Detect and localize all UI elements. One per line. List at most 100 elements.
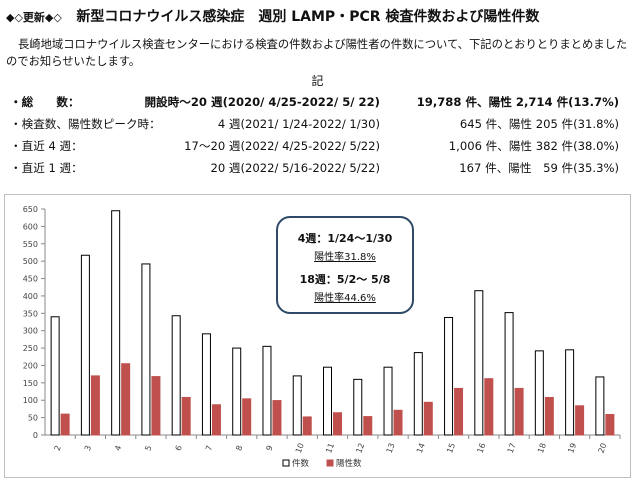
bar-tests <box>50 316 60 436</box>
page-title: 新型コロナウイルス感染症 週別 LAMP・PCR 検査件数および陽性件数 <box>76 9 540 25</box>
bar-positive <box>60 413 70 436</box>
bar-tests <box>504 312 514 436</box>
bar-tests <box>413 352 423 436</box>
intro-text: 長崎地域コロナウイルス検査センターにおける検査の件数および陽性者の件数について、… <box>6 38 628 68</box>
y-tick-label: 200 <box>23 361 38 370</box>
x-tick-label: 14 <box>415 442 427 455</box>
x-tick-label: 2 <box>53 444 63 452</box>
x-tick-label: 12 <box>354 442 366 455</box>
x-tick-label: 19 <box>566 442 578 455</box>
intro-paragraph: 長崎地域コロナウイルス検査センターにおける検査の件数および陽性者の件数について、… <box>6 36 631 70</box>
y-tick-label: 650 <box>23 205 38 214</box>
y-tick-label: 150 <box>23 379 38 388</box>
callout-week4: 4週：1/24～1/30 <box>297 232 393 245</box>
bar-chart: 0 50 100 150 200 250 300 350 400 450 500 550 600 650 2… <box>23 205 621 469</box>
stats-count: 1,006 件、陽性 382 件(38.0%) <box>448 139 619 153</box>
x-tick-label: 16 <box>475 442 487 455</box>
y-tick-label: 100 <box>23 396 38 405</box>
stats-period: 4 週(2021/ 1/24-2022/ 1/30) <box>217 117 380 131</box>
bar-tests <box>141 263 151 436</box>
bar-positive <box>151 376 161 436</box>
y-tick-label: 250 <box>23 344 38 353</box>
bar-positive <box>423 401 433 436</box>
bar-tests <box>534 350 544 436</box>
legend-label: 陽性数 <box>336 458 362 469</box>
bar-positive <box>363 416 373 436</box>
y-tick-label: 0 <box>33 431 38 440</box>
y-tick-label: 450 <box>23 275 38 284</box>
bar-tests <box>383 366 393 436</box>
x-tick-label: 18 <box>536 442 548 455</box>
bar-positive <box>514 387 524 436</box>
x-tick-label: 17 <box>506 442 518 455</box>
stats-period: 開設時～20 週(2020/ 4/25-2022/ 5/ 22) <box>144 95 380 109</box>
x-tick-label: 8 <box>234 444 244 452</box>
stats-period: 17～20 週(2022/ 4/25-2022/ 5/22) <box>184 139 380 153</box>
stats-count: 19,788 件、陽性 2,714 件(13.7%) <box>416 95 619 109</box>
x-tick-label: 20 <box>597 442 609 455</box>
callout-box: 4週：1/24～1/30 陽性率31.8% 18週：5/2～ 5/8 陽性率44… <box>276 216 414 314</box>
y-tick-label: 50 <box>28 414 38 423</box>
y-tick-label: 550 <box>23 240 38 249</box>
bar-tests <box>323 366 332 436</box>
x-tick-label: 6 <box>174 444 184 452</box>
legend-swatch-positive <box>326 459 334 467</box>
bar-positive <box>575 405 585 436</box>
bar-positive <box>181 396 191 436</box>
x-tick-label: 11 <box>324 442 336 455</box>
bar-positive <box>544 396 554 436</box>
x-tick-label: 4 <box>113 444 123 452</box>
x-tick-label: 5 <box>143 444 153 452</box>
x-tick-label: 3 <box>83 444 93 452</box>
bar-tests <box>171 315 181 436</box>
ki-label: 記 <box>311 74 324 88</box>
bar-positive <box>242 398 252 436</box>
y-tick-label: 350 <box>23 309 38 318</box>
x-tick-label: 15 <box>445 442 457 455</box>
chart-container: 0 50 100 150 200 250 300 350 400 450 500 550 600 650 2… <box>4 194 631 478</box>
bar-positive <box>211 404 221 436</box>
x-tick-label: 7 <box>204 444 214 452</box>
stats-count: 645 件、陽性 205 件(31.8%) <box>459 117 619 131</box>
stats-label: ・検査数、陽性数ピーク時： <box>10 117 161 131</box>
y-tick-label: 300 <box>23 327 38 336</box>
x-tick-label: 9 <box>265 444 275 452</box>
bar-tests <box>292 375 302 436</box>
bar-positive <box>333 412 342 436</box>
callout-rate18: 陽性率44.6% <box>314 293 376 304</box>
bar-tests <box>565 349 575 436</box>
stats-period: 20 週(2022/ 5/16-2022/ 5/22) <box>210 161 380 175</box>
stats-count: 167 件、陽性 59 件(35.3%) <box>459 161 619 175</box>
bar-tests <box>595 376 605 436</box>
y-tick-label: 600 <box>23 222 38 231</box>
legend-swatch-tests <box>282 459 290 467</box>
stats-row-recent1: ・直近 1 週： 20 週(2022/ 5/16-2022/ 5/22) 167… <box>10 160 625 182</box>
bar-positive <box>454 387 464 436</box>
stats-label: ・総 数： <box>10 95 80 109</box>
stats-label: ・直近 1 週： <box>10 161 83 175</box>
callout-week18: 18週：5/2～ 5/8 <box>299 273 391 286</box>
stats-list: ・総 数： 開設時～20 週(2020/ 4/25-2022/ 5/ 22) 1… <box>10 94 625 182</box>
callout-rate4: 陽性率31.8% <box>314 252 376 263</box>
bar-positive <box>302 416 312 436</box>
x-tick-label: 13 <box>385 442 397 455</box>
bar-tests <box>262 345 272 436</box>
bar-tests <box>80 254 90 436</box>
legend-label: 件数 <box>292 458 310 469</box>
stats-row-total: ・総 数： 開設時～20 週(2020/ 4/25-2022/ 5/ 22) 1… <box>10 94 625 116</box>
stats-row-recent4: ・直近 4 週： 17～20 週(2022/ 4/25-2022/ 5/22) … <box>10 138 625 160</box>
stats-label: ・直近 4 週： <box>10 139 83 153</box>
bar-tests <box>444 316 454 436</box>
bar-positive <box>484 378 494 436</box>
bar-positive <box>272 400 282 436</box>
bar-tests <box>474 290 484 436</box>
stats-row-peak: ・検査数、陽性数ピーク時： 4 週(2021/ 1/24-2022/ 1/30)… <box>10 116 625 138</box>
y-tick-label: 400 <box>23 292 38 301</box>
bar-positive <box>90 375 100 436</box>
y-tick-label: 500 <box>23 257 38 266</box>
bar-positive <box>605 413 615 436</box>
update-tag: ◆◇更新◆◇ <box>6 11 62 24</box>
bar-tests <box>201 333 211 436</box>
bar-tests <box>232 347 242 436</box>
page-header: ◆◇更新◆◇ 新型コロナウイルス感染症 週別 LAMP・PCR 検査件数および陽… <box>6 6 539 26</box>
